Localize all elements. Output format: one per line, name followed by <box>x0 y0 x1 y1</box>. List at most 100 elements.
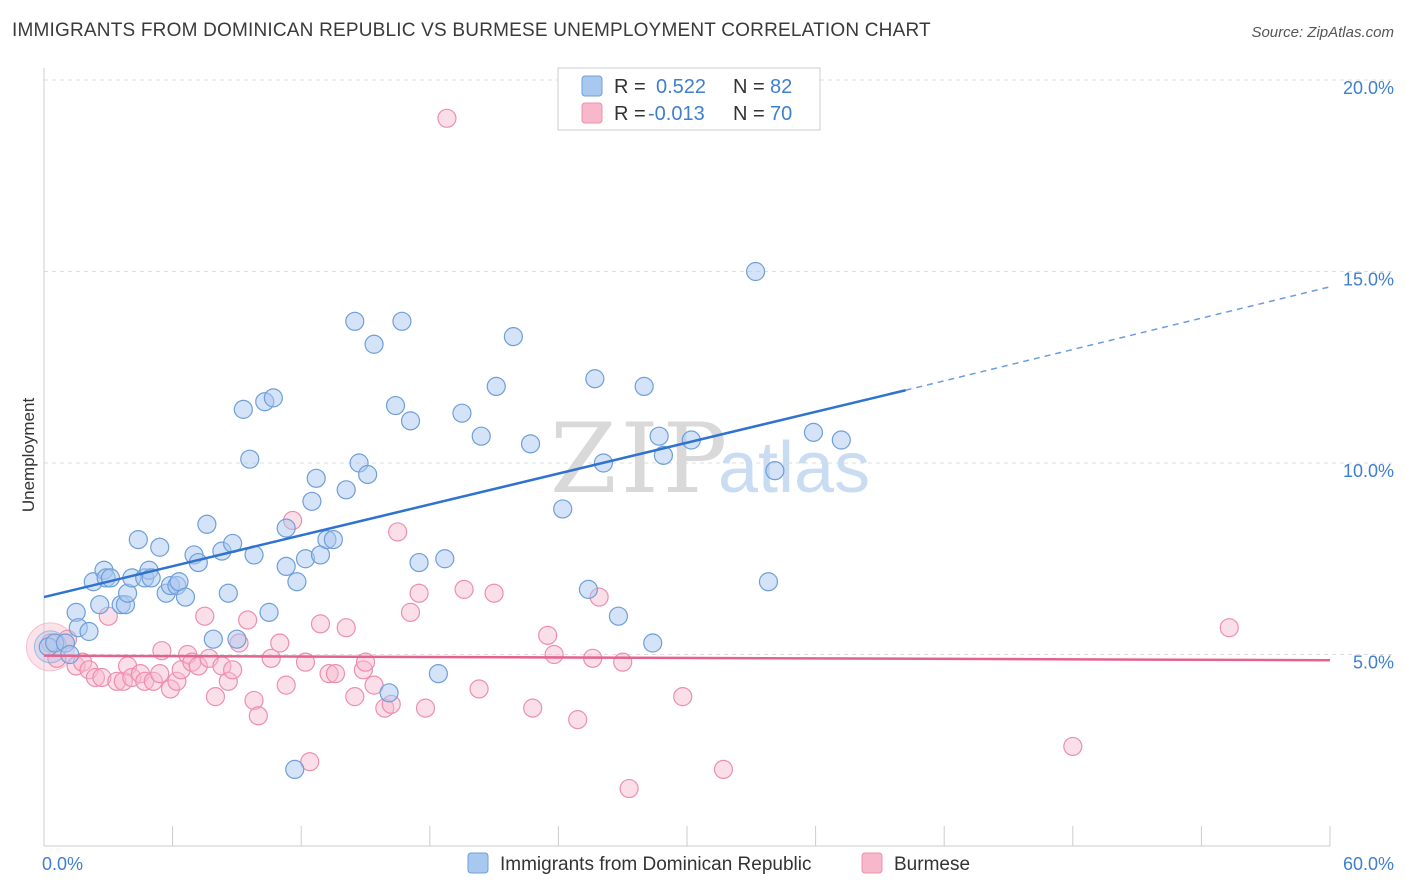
dominican-point <box>435 549 455 569</box>
burmese-point <box>454 579 474 599</box>
dominican-point <box>175 587 196 607</box>
burmese-point <box>613 652 633 672</box>
dominican-point <box>486 376 506 396</box>
dominican-trend-extension <box>905 286 1331 391</box>
burmese-point <box>276 675 296 695</box>
dominican-point <box>218 583 238 603</box>
dominican-point <box>379 683 399 703</box>
dominican-point <box>653 445 674 465</box>
chart-title: IMMIGRANTS FROM DOMINICAN REPUBLIC VS BU… <box>12 20 931 41</box>
dominican-point <box>553 499 573 519</box>
dominican-point <box>471 426 491 446</box>
x-tick-label-start: 0.0% <box>42 854 83 874</box>
burmese-point <box>107 671 127 691</box>
burmese-point <box>336 618 356 638</box>
dominican-trend-line <box>43 389 906 599</box>
dominican-point <box>276 518 296 538</box>
burmese-point <box>238 610 258 630</box>
burmese-point <box>195 606 215 626</box>
dominican-point <box>649 426 669 446</box>
dominican-point <box>503 327 523 347</box>
dominican-point <box>259 602 279 622</box>
grid-layer <box>44 79 1394 655</box>
series-legend-label-pink: Burmese <box>894 854 970 875</box>
dominican-point <box>409 552 429 573</box>
dominican-point <box>400 411 421 431</box>
burmese-trend-line <box>43 654 1331 662</box>
source-label: Source: ZipAtlas.com <box>1251 24 1394 41</box>
legend-n-value-blue: 82 <box>770 76 792 98</box>
dominican-point <box>803 422 824 442</box>
burmese-point <box>85 667 106 688</box>
burmese-point <box>248 706 268 726</box>
dominican-point <box>285 759 305 780</box>
dominican-point <box>276 556 296 577</box>
trend-lines <box>43 286 1331 662</box>
burmese-point <box>1219 618 1239 638</box>
burmese-point <box>143 671 163 691</box>
legend-n-label-blue: N = <box>733 76 765 98</box>
dominican-point <box>336 480 356 500</box>
dominican-point <box>203 629 223 649</box>
burmese-point <box>160 679 181 699</box>
dominican-point <box>240 449 260 469</box>
dominican-point <box>306 468 326 488</box>
burmese-point <box>353 660 373 680</box>
burmese-point <box>218 671 238 691</box>
dominican-point <box>90 595 110 615</box>
dominican-point <box>758 572 779 592</box>
burmese-point <box>319 664 339 684</box>
dominican-point <box>287 572 307 592</box>
burmese-point <box>409 583 429 603</box>
y-axis-label: Unemployment <box>19 398 38 513</box>
dominican-point <box>79 621 99 642</box>
y-tick-label: 15.0% <box>1343 270 1394 290</box>
y-tick-label: 5.0% <box>1353 653 1394 673</box>
series-legend-label-blue: Immigrants from Dominican Republic <box>500 854 812 875</box>
series-legend: Immigrants from Dominican Republic Burme… <box>467 852 970 875</box>
legend-swatch-pink <box>581 102 603 124</box>
burmese-point <box>619 778 639 799</box>
dominican-point <box>745 261 766 282</box>
dominican-point <box>197 514 217 534</box>
burmese-point <box>673 687 693 707</box>
dominican-point <box>263 388 283 408</box>
dominican-point <box>233 399 253 419</box>
dominican-point <box>634 376 654 396</box>
legend-n-value-pink: 70 <box>770 103 792 125</box>
burmese-point <box>261 648 281 668</box>
burmese-point <box>415 698 436 718</box>
dominican-point <box>831 430 851 450</box>
dominican-point <box>608 606 629 626</box>
burmese-point <box>484 583 504 603</box>
dominican-point <box>345 311 365 331</box>
legend-r-label-blue: R = <box>614 76 646 98</box>
burmese-point <box>568 710 588 730</box>
burmese-point <box>364 675 384 695</box>
dominican-point <box>578 579 599 599</box>
dominican-points <box>33 261 851 780</box>
burmese-point <box>167 671 187 691</box>
watermark-zip: ZIP <box>550 403 731 515</box>
dominican-point <box>302 491 322 511</box>
tick-labels: 5.0% 10.0% 15.0% 20.0% 0.0% 60.0% <box>42 78 1394 874</box>
dominican-point <box>128 529 148 550</box>
burmese-point <box>523 698 543 718</box>
burmese-point <box>223 660 243 680</box>
dominican-point <box>323 529 343 550</box>
burmese-point <box>437 108 457 128</box>
y-tick-label: 20.0% <box>1343 78 1394 98</box>
dominican-point <box>392 311 412 331</box>
dominican-point <box>585 369 605 389</box>
burmese-point <box>205 687 226 707</box>
burmese-point <box>270 633 290 653</box>
burmese-point <box>325 664 346 684</box>
series-legend-swatch-blue <box>467 852 489 874</box>
dominican-point <box>358 464 378 485</box>
burmese-point <box>300 752 320 772</box>
legend-n-label-pink: N = <box>733 103 765 125</box>
x-tick-label-end: 60.0% <box>1343 854 1394 874</box>
legend-r-value-pink: -0.013 <box>648 103 705 125</box>
correlation-legend: R = 0.522 N = 82 R = -0.013 N = 70 <box>557 67 821 131</box>
